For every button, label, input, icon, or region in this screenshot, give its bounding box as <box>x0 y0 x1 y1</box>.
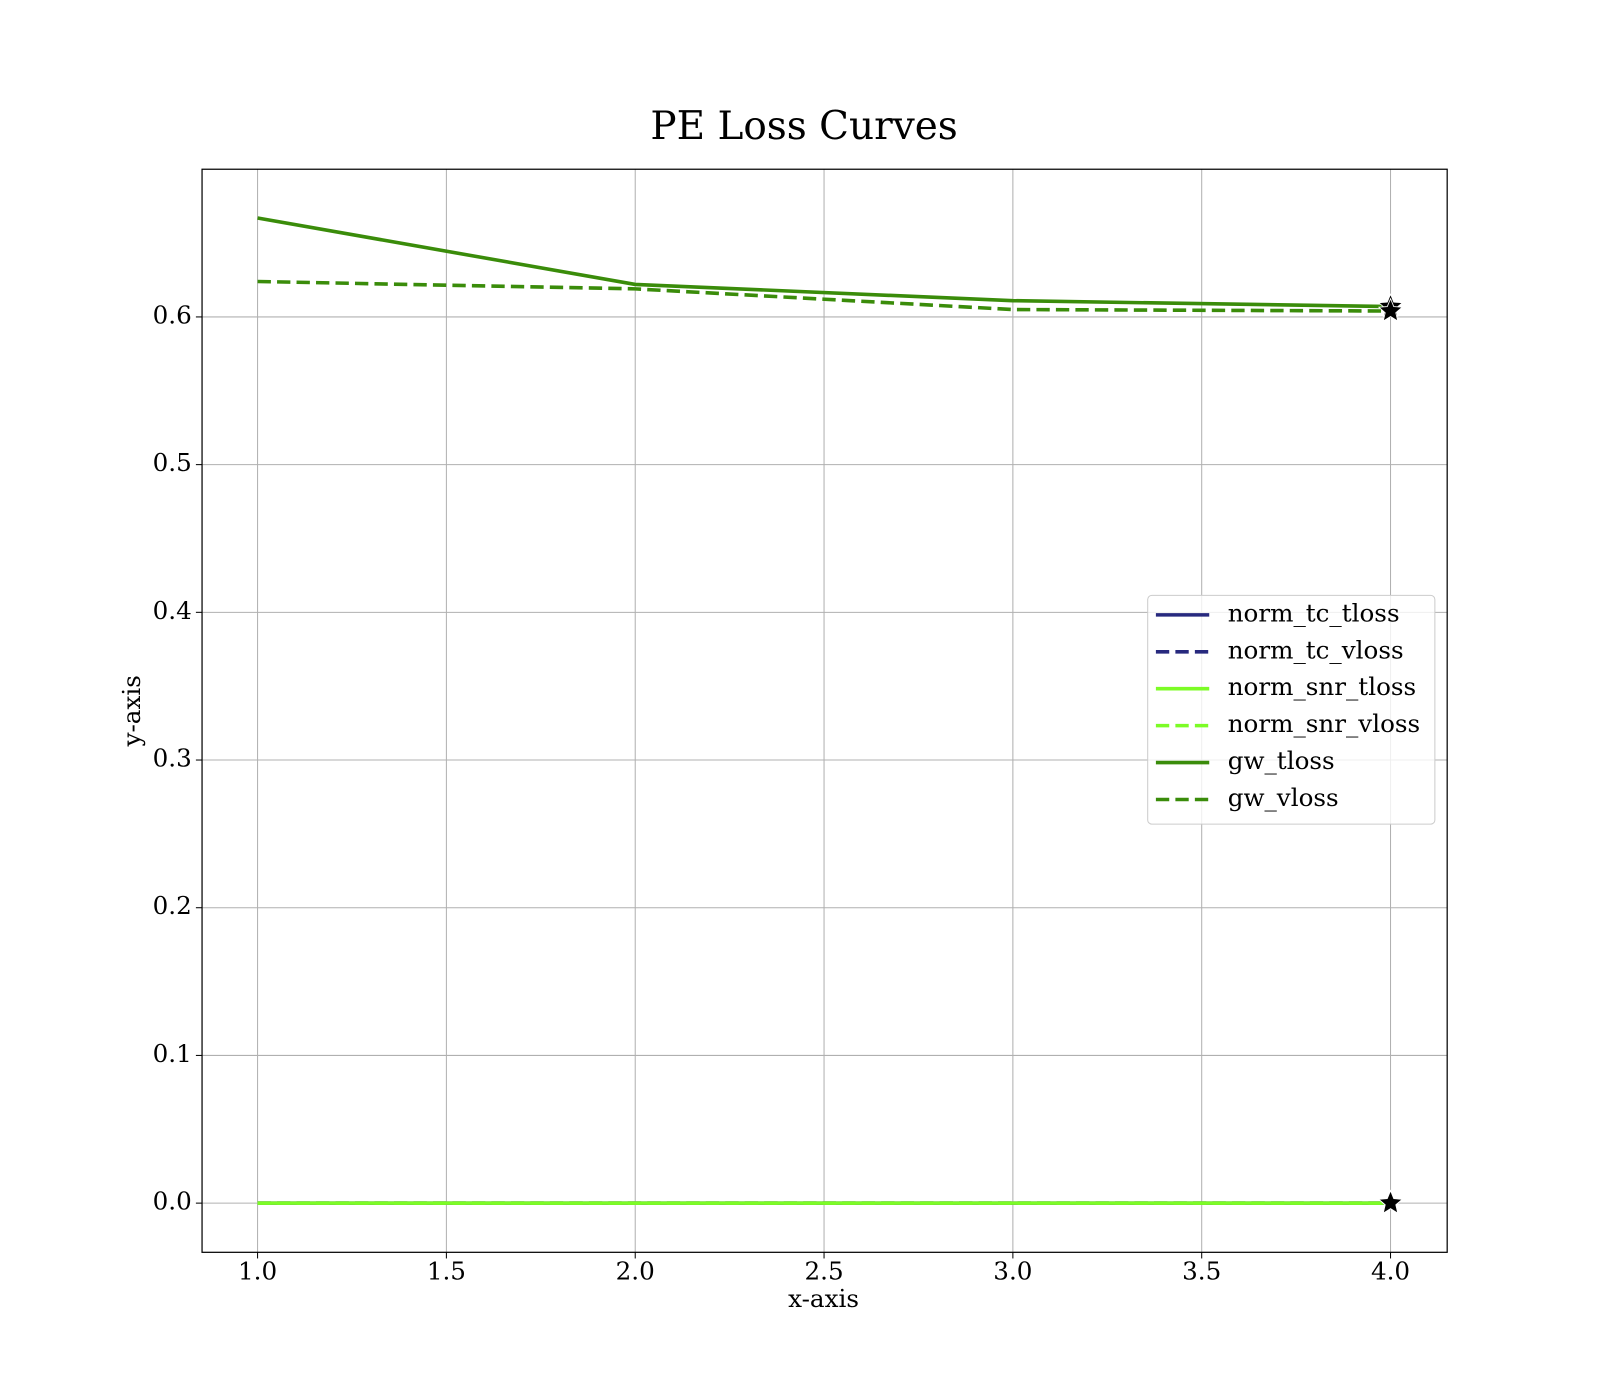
legend-label: norm_tc_vloss <box>1228 635 1404 664</box>
series-line <box>257 279 1391 313</box>
legend-label: gw_vloss <box>1228 783 1339 812</box>
end-marker <box>1377 1189 1404 1215</box>
x-axis-label: x-axis <box>788 1284 859 1313</box>
legend-box <box>1147 594 1436 825</box>
legend-label: norm_snr_tloss <box>1228 672 1416 701</box>
y-tick-label: 0.3 <box>153 744 192 773</box>
y-tick-label: 0.1 <box>153 1039 192 1068</box>
x-tick-label: 3.5 <box>1182 1256 1221 1285</box>
plot-area <box>257 216 1404 1215</box>
end-marker <box>1377 297 1404 322</box>
legend-label: gw_tloss <box>1228 746 1335 775</box>
chart-title: PE Loss Curves <box>650 104 957 149</box>
legend-label: norm_snr_vloss <box>1228 709 1420 738</box>
axes-frame <box>201 168 1448 1253</box>
x-tick-label: 2.5 <box>804 1256 843 1285</box>
y-tick-label: 0.2 <box>153 891 192 920</box>
y-axis-label: y-axis <box>117 675 146 747</box>
legend: norm_tc_tloss norm_tc_vloss norm_snr_tloss… <box>1147 594 1436 825</box>
x-tick-label: 3.0 <box>993 1256 1032 1285</box>
x-tick-label: 2.0 <box>616 1256 655 1285</box>
y-tick-label: 0.6 <box>153 300 192 329</box>
x-tick-label: 4.0 <box>1371 1256 1410 1285</box>
legend-label: norm_tc_tloss <box>1228 598 1400 627</box>
y-tick-label: 0.4 <box>153 596 192 625</box>
y-tick-label: 0.0 <box>153 1187 192 1216</box>
y-tick-label: 0.5 <box>153 448 192 477</box>
x-tick-label: 1.5 <box>427 1256 466 1285</box>
x-tick-label: 1.0 <box>238 1256 277 1285</box>
series-line <box>257 216 1391 309</box>
